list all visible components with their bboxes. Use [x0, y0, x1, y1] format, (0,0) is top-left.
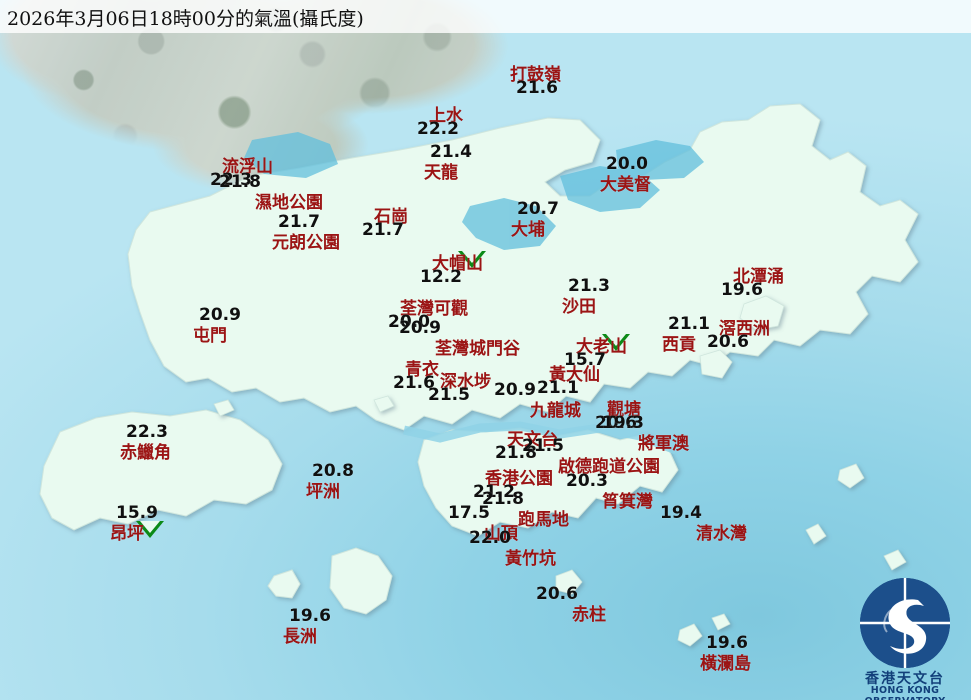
station-temperature-value: 22.2	[417, 119, 459, 139]
land-newterritories	[127, 103, 919, 431]
land-outlying-islands	[213, 395, 907, 647]
station-temperature-value: 22.3	[210, 170, 252, 190]
station-name: 黃竹坑	[505, 549, 556, 569]
station-name: 上水	[429, 106, 463, 126]
station-name: 橫瀾島	[700, 654, 751, 674]
station-temperature-value: 21.1	[668, 314, 710, 334]
station-name: 荃灣可觀	[400, 299, 468, 319]
station-temperature-value: 21.8	[219, 172, 261, 192]
station-name: 大老山	[576, 337, 627, 357]
station-temperature-value: 17.5	[448, 503, 490, 523]
station-name: 將軍澳	[638, 434, 689, 454]
station-name: 赤鱲角	[120, 443, 171, 463]
station-name: 清水灣	[696, 524, 747, 544]
victoria-harbour	[403, 421, 678, 455]
land-lamma	[329, 547, 393, 615]
station-name: 滘西洲	[719, 319, 770, 339]
station-temperature-value: 21.1	[537, 378, 579, 398]
station-temperature-value: 21.6	[393, 373, 435, 393]
station-temperature-value: 20.0	[388, 312, 430, 332]
station-name: 長洲	[283, 627, 317, 647]
station-name: 濕地公園	[255, 193, 323, 213]
station-temperature-value: 19.6	[721, 280, 763, 300]
station-name: 天龍	[424, 163, 458, 183]
station-name: 跑馬地	[518, 510, 569, 530]
station-name: 大埔	[511, 220, 545, 240]
station-name: 大美督	[600, 175, 651, 195]
station-name: 荃灣城門谷	[435, 339, 520, 359]
station-name: 黃大仙	[549, 365, 600, 385]
station-name: 深水埗	[440, 372, 491, 392]
station-name: 流浮山	[222, 157, 273, 177]
station-name: 赤柱	[572, 605, 606, 625]
station-temperature-value: 21.7	[278, 212, 320, 232]
station-marker-triangle-icon	[602, 334, 630, 351]
station-temperature-value: 20.9	[494, 380, 536, 400]
land-lantau	[39, 409, 283, 531]
station-name: 天文台	[507, 430, 558, 450]
title-bar: 2026年3月06日18時00分的氣溫(攝氏度)	[0, 0, 971, 33]
station-temperature-value: 21.7	[362, 220, 404, 240]
logo-name-en: HONG KONG OBSERVATORY	[865, 685, 946, 700]
station-temperature-value: 19.6	[706, 633, 748, 653]
station-name: 香港公園	[485, 469, 553, 489]
station-temperature-value: 21.6	[516, 78, 558, 98]
station-temperature-value: 12.2	[420, 267, 462, 287]
station-temperature-value: 20.3	[566, 471, 608, 491]
station-temperature-value: 21.8	[482, 489, 524, 509]
station-marker-triangle-icon	[136, 521, 164, 538]
station-temperature-value: 21.5	[522, 436, 564, 456]
station-name: 山頂	[484, 524, 518, 544]
station-temperature-value: 20.6	[707, 332, 749, 352]
station-name: 九龍城	[530, 401, 581, 421]
station-name: 青衣	[405, 360, 439, 380]
station-temperature-value: 21.8	[495, 443, 537, 463]
station-temperature-value: 22.0	[469, 528, 511, 548]
station-temperature-value: 19.4	[660, 503, 702, 523]
station-temperature-value: 15.7	[564, 350, 606, 370]
station-name: 啟德跑道公園	[558, 457, 660, 477]
station-temperature-value: 20.0	[606, 154, 648, 174]
station-temperature-value: 20.9	[399, 318, 441, 338]
station-name: 大帽山	[432, 254, 483, 274]
station-temperature-value: 20.6	[595, 413, 637, 433]
station-name: 坪洲	[306, 482, 340, 502]
logo-disc	[860, 578, 950, 668]
land-saikung-islands	[699, 295, 785, 379]
station-name: 元朗公園	[272, 233, 340, 253]
station-name: 筲箕灣	[602, 492, 653, 512]
station-temperature-value: 21.3	[568, 276, 610, 296]
station-temperature-value: 22.3	[126, 422, 168, 442]
station-name: 北潭涌	[733, 267, 784, 287]
station-name: 觀塘	[607, 400, 641, 420]
station-temperature-value: 20.8	[312, 461, 354, 481]
station-name: 沙田	[562, 297, 596, 317]
station-temperature-value: 21.4	[430, 142, 472, 162]
station-name: 石崗	[374, 207, 408, 227]
inland-water	[244, 132, 704, 250]
logo-name-cn: 香港天文台	[865, 671, 945, 687]
hko-logo: 香港天文台 HONG KONG OBSERVATORY	[846, 578, 964, 700]
page-title: 2026年3月06日18時00分的氣溫(攝氏度)	[7, 8, 364, 30]
station-temperature-value: 21.5	[428, 385, 470, 405]
station-temperature-value: 15.9	[116, 503, 158, 523]
station-temperature-value: 20.9	[199, 305, 241, 325]
station-name: 屯門	[193, 326, 227, 346]
station-temperature-value: 20.7	[517, 199, 559, 219]
station-marker-triangle-icon	[458, 251, 486, 268]
station-temperature-value: 21.2	[473, 482, 515, 502]
station-temperature-value: 19.3	[602, 413, 644, 433]
station-name: 西貢	[662, 335, 696, 355]
station-name: 打鼓嶺	[510, 65, 561, 85]
logo-swirl-icon	[860, 578, 950, 668]
station-temperature-value: 20.6	[536, 584, 578, 604]
station-name: 昂坪	[110, 524, 144, 544]
station-temperature-value: 19.6	[289, 606, 331, 626]
land-cheungchau	[267, 569, 301, 599]
